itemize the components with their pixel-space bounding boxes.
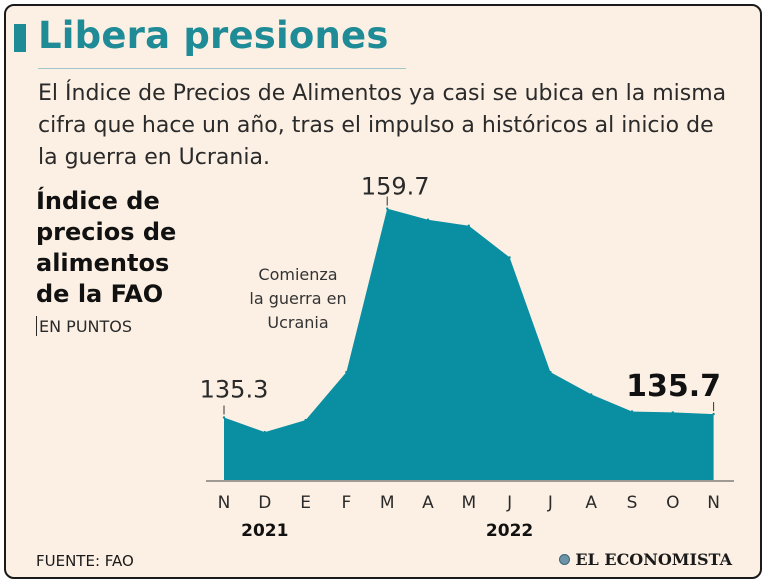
- units-text: EN PUNTOS: [39, 317, 133, 336]
- chart-title: Índice de precios de alimentos de la FAO: [36, 187, 177, 308]
- units-divider: [36, 316, 37, 336]
- data-point-11: [671, 411, 674, 414]
- data-point-7: [508, 256, 511, 259]
- brand-logo: EL ECONOMISTA: [559, 550, 732, 569]
- x-tick-label-11: O: [666, 493, 679, 513]
- x-tick-label-5: A: [422, 493, 434, 513]
- units-label: EN PUNTOS: [36, 316, 132, 336]
- x-tick-label-6: M: [461, 493, 476, 513]
- area-series: [224, 208, 714, 480]
- x-tick-label-10: S: [627, 493, 638, 513]
- area-chart: N D E F M A M J J A S O N 2021 2022 135.3 159.7 135.7 Comi…: [200, 173, 734, 541]
- data-point-12: [712, 412, 715, 416]
- infographic-frame: Libera presiones El Índice de Precios de…: [4, 4, 762, 579]
- x-tick-label-7: J: [506, 493, 512, 513]
- headline: Libera presiones: [38, 14, 389, 57]
- annotation-war-start-line-0: Comienza: [258, 265, 337, 284]
- annotation-value-159-7: 159.7: [361, 173, 430, 201]
- x-tick-label-12: N: [707, 493, 720, 513]
- annotation-war-start-line-1: la guerra en: [249, 289, 346, 308]
- data-point-10: [630, 410, 634, 413]
- annotation-value-135-7: 135.7: [626, 369, 721, 404]
- x-tick-label-1: D: [258, 493, 271, 513]
- data-point-0: [222, 416, 226, 419]
- data-point-2: [304, 418, 307, 422]
- data-point-6: [467, 224, 470, 227]
- x-tick-label-4: M: [380, 493, 395, 513]
- data-point-8: [549, 370, 552, 374]
- annotation-war-start-line-2: Ucrania: [267, 313, 328, 332]
- brand-globe-icon: [559, 554, 571, 565]
- headline-rule: [38, 68, 406, 69]
- annotation-value-135-3: 135.3: [200, 375, 269, 403]
- x-tick-label-9: A: [585, 493, 597, 513]
- x-tick-label-8: J: [547, 493, 553, 513]
- year-label-2022: 2022: [486, 521, 533, 541]
- title-accent-bar: [14, 24, 26, 52]
- data-point-5: [426, 218, 430, 221]
- source-note: FUENTE: FAO: [36, 552, 134, 570]
- data-point-3: [345, 370, 348, 374]
- data-point-1: [263, 430, 266, 434]
- data-point-9: [590, 393, 593, 396]
- x-tick-label-3: F: [342, 493, 352, 513]
- x-tick-label-2: E: [300, 493, 311, 513]
- year-label-2021: 2021: [241, 521, 288, 541]
- data-point-4: [386, 207, 389, 210]
- subtitle: El Índice de Precios de Alimentos ya cas…: [38, 81, 727, 170]
- annotation-war-start: Comienza la guerra en Ucrania: [249, 265, 346, 332]
- brand-name: EL ECONOMISTA: [575, 550, 732, 569]
- x-tick-label-0: N: [218, 493, 231, 513]
